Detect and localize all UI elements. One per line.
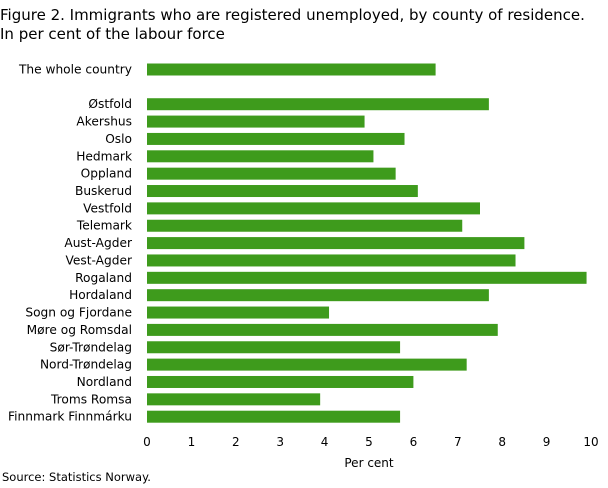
chart-subtitle: In per cent of the labour force	[0, 25, 225, 43]
x-tick-label: 2	[232, 435, 240, 449]
bar	[147, 393, 321, 406]
category-label: The whole country	[18, 63, 132, 77]
category-label: Hordaland	[69, 288, 132, 302]
chart-title: Figure 2. Immigrants who are registered …	[0, 6, 585, 24]
source-note: Source: Statistics Norway.	[2, 470, 151, 484]
bar	[147, 63, 436, 76]
bar	[147, 410, 401, 423]
bar	[147, 306, 330, 319]
bar	[147, 341, 401, 354]
category-label: Buskerud	[75, 184, 132, 198]
x-tick-label: 4	[321, 435, 329, 449]
category-label: Oslo	[105, 132, 132, 146]
category-label: Vest-Agder	[66, 253, 133, 267]
bar	[147, 358, 467, 371]
bar	[147, 271, 587, 284]
bar	[147, 150, 374, 163]
category-label: Østfold	[88, 97, 132, 111]
x-tick-label: 5	[365, 435, 373, 449]
chart-title-block: Figure 2. Immigrants who are registered …	[0, 6, 600, 44]
x-tick-label: 10	[583, 435, 598, 449]
bar	[147, 289, 489, 302]
category-label: Rogaland	[75, 271, 132, 285]
category-label: Oppland	[81, 167, 132, 181]
bar	[147, 167, 396, 180]
bar	[147, 237, 525, 250]
category-label: Vestfold	[83, 201, 132, 215]
bar	[147, 254, 516, 267]
category-label: Hedmark	[76, 149, 133, 163]
x-tick-label: 6	[410, 435, 418, 449]
bar	[147, 132, 405, 145]
category-label: Aust-Agder	[64, 236, 133, 250]
category-label: Møre og Romsdal	[27, 323, 132, 337]
category-label: Akershus	[76, 115, 132, 129]
category-label: Sør-Trøndelag	[50, 340, 132, 354]
bar	[147, 219, 463, 232]
category-label: Nord-Trøndelag	[40, 358, 132, 372]
bar	[147, 375, 414, 388]
x-tick-label: 8	[498, 435, 506, 449]
bar	[147, 185, 418, 198]
bar	[147, 115, 365, 128]
category-label: Telemark	[76, 219, 133, 233]
bar	[147, 323, 498, 336]
x-tick-label: 7	[454, 435, 462, 449]
x-tick-label: 9	[543, 435, 551, 449]
category-label: Troms Romsa	[50, 392, 132, 406]
category-label: Nordland	[77, 375, 132, 389]
x-tick-label: 0	[143, 435, 151, 449]
bar	[147, 98, 489, 111]
category-label: Finnmark Finnmárku	[8, 410, 132, 424]
x-tick-label: 1	[188, 435, 196, 449]
bar	[147, 202, 480, 215]
category-label: Sogn og Fjordane	[25, 306, 132, 320]
x-axis-label: Per cent	[344, 456, 394, 470]
x-tick-label: 3	[276, 435, 284, 449]
